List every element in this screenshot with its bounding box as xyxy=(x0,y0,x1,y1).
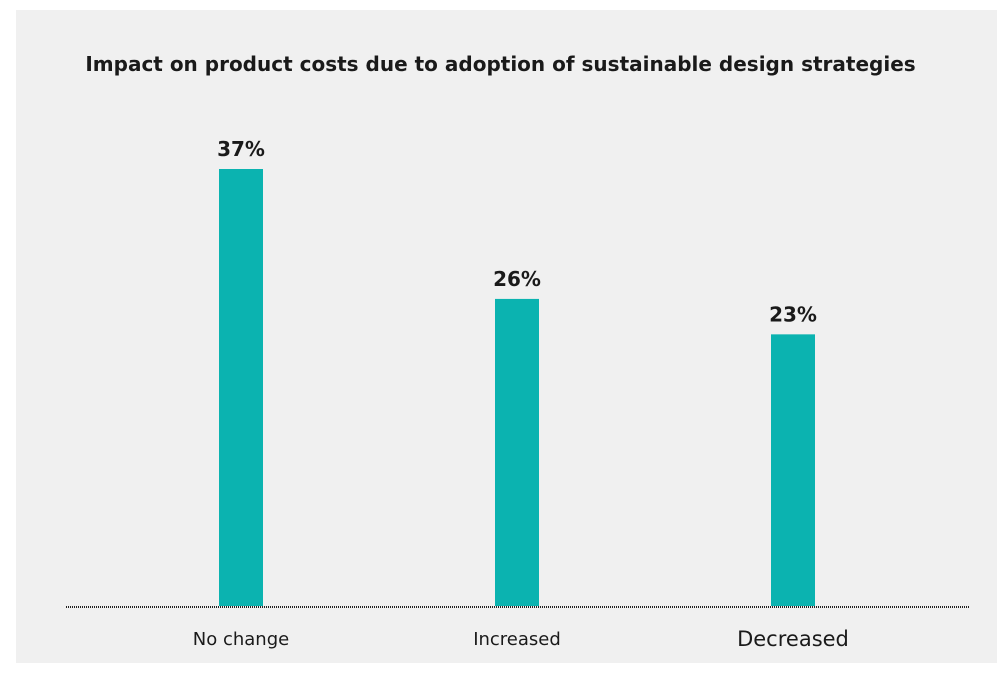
bar-increased xyxy=(495,298,539,606)
category-label-no-change: No change xyxy=(193,629,289,650)
data-label-increased: 26% xyxy=(493,267,541,291)
bar-decreased xyxy=(771,334,815,606)
bars-layer xyxy=(219,169,815,606)
value-labels-layer: 37% 26% 23% xyxy=(217,137,817,326)
category-labels-layer: No change Increased Decreased xyxy=(193,627,849,651)
category-label-increased: Increased xyxy=(473,629,561,650)
bar-no-change xyxy=(219,169,263,606)
data-label-no-change: 37% xyxy=(217,137,265,161)
data-label-decreased: 23% xyxy=(769,302,817,326)
chart-title: Impact on product costs due to adoption … xyxy=(85,52,916,76)
category-label-decreased: Decreased xyxy=(737,627,849,651)
